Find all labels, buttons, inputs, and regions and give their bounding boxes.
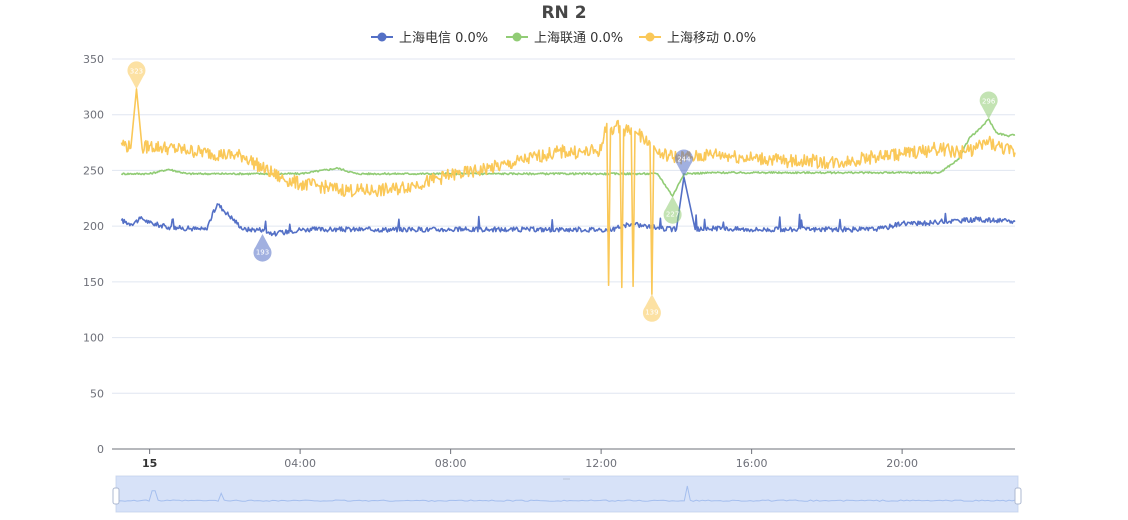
x-tick-label: 16:00 (736, 457, 768, 470)
zoom-handle-left (112, 487, 120, 505)
grid-lines (112, 58, 1015, 450)
y-tick-label: 350 (83, 53, 104, 66)
series-lines (120, 88, 1016, 295)
y-tick-label: 100 (83, 332, 104, 345)
pin-shape (642, 294, 661, 322)
zoom-shadow-line (115, 485, 1019, 502)
marker-label: 227 (666, 211, 679, 219)
y-axis: 0 50 100 150 200 250 300 350 (83, 53, 104, 456)
x-tick-label: 04:00 (284, 457, 316, 470)
legend[interactable]: 上海电信 0.0% 上海联通 0.0% 上海移动 0.0% (371, 31, 756, 46)
marker-pin (663, 196, 682, 224)
y-tick-label: 250 (83, 164, 104, 177)
chart-title: RN 2 (541, 3, 586, 23)
legend-item-label: 上海电信 0.0% (399, 31, 488, 46)
y-tick-label: 200 (83, 220, 104, 233)
marker-label: 139 (645, 309, 658, 317)
y-tick-label: 50 (90, 387, 104, 400)
marker-label: 323 (130, 68, 143, 76)
pin-shape (979, 91, 998, 120)
legend-item-label: 上海联通 0.0% (534, 31, 623, 46)
legend-item-label: 上海移动 0.0% (667, 31, 756, 46)
pin-shape (127, 61, 146, 90)
pin-shape (674, 149, 693, 178)
marker-label: 244 (677, 156, 691, 164)
marker-pin (642, 294, 661, 322)
y-tick-label: 0 (97, 443, 104, 456)
marker-label: 193 (256, 248, 269, 256)
markers: 193 244 227 296 139 323 (127, 61, 998, 322)
series-line-1 (120, 176, 1016, 237)
y-tick-label: 300 (83, 109, 104, 122)
zoom-handle-right (1014, 487, 1022, 505)
data-zoom-slider[interactable] (112, 475, 1022, 513)
marker-label: 296 (982, 98, 996, 106)
marker-pin (979, 91, 998, 120)
x-tick-label: 20:00 (886, 457, 918, 470)
marker-pin (127, 61, 146, 90)
zoom-selection (116, 476, 1018, 512)
series-line-3 (120, 88, 1016, 295)
marker-pin (674, 149, 693, 178)
legend-symbol (645, 32, 655, 42)
x-tick-label: 15 (142, 457, 157, 470)
x-axis: 15 04:00 08:00 12:00 16:00 20:00 (142, 449, 918, 470)
pin-shape (663, 196, 682, 224)
marker-pin (253, 233, 272, 262)
legend-symbol (377, 32, 387, 42)
legend-symbol (512, 32, 522, 42)
pin-shape (253, 233, 272, 262)
x-tick-label: 08:00 (435, 457, 467, 470)
zoom-background (115, 475, 1019, 513)
y-tick-label: 150 (83, 276, 104, 289)
x-tick-label: 12:00 (585, 457, 617, 470)
